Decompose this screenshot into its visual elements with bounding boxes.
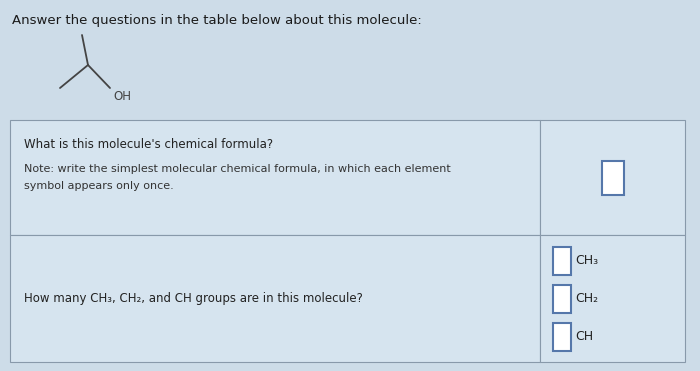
FancyBboxPatch shape bbox=[540, 235, 685, 362]
Text: Answer the questions in the table below about this molecule:: Answer the questions in the table below … bbox=[12, 14, 421, 27]
Text: Note: write the simplest molecular chemical formula, in which each element: Note: write the simplest molecular chemi… bbox=[24, 164, 451, 174]
FancyBboxPatch shape bbox=[553, 285, 571, 313]
Text: OH: OH bbox=[113, 90, 131, 103]
FancyBboxPatch shape bbox=[553, 247, 571, 275]
FancyBboxPatch shape bbox=[10, 120, 540, 235]
Text: What is this molecule's chemical formula?: What is this molecule's chemical formula… bbox=[24, 138, 273, 151]
FancyBboxPatch shape bbox=[553, 323, 571, 351]
Text: CH: CH bbox=[575, 331, 593, 344]
FancyBboxPatch shape bbox=[10, 235, 540, 362]
FancyBboxPatch shape bbox=[601, 161, 624, 194]
Text: CH₃: CH₃ bbox=[575, 255, 598, 267]
Text: symbol appears only once.: symbol appears only once. bbox=[24, 181, 174, 191]
Text: CH₂: CH₂ bbox=[575, 292, 598, 305]
Text: How many CH₃, CH₂, and CH groups are in this molecule?: How many CH₃, CH₂, and CH groups are in … bbox=[24, 292, 363, 305]
FancyBboxPatch shape bbox=[540, 120, 685, 235]
